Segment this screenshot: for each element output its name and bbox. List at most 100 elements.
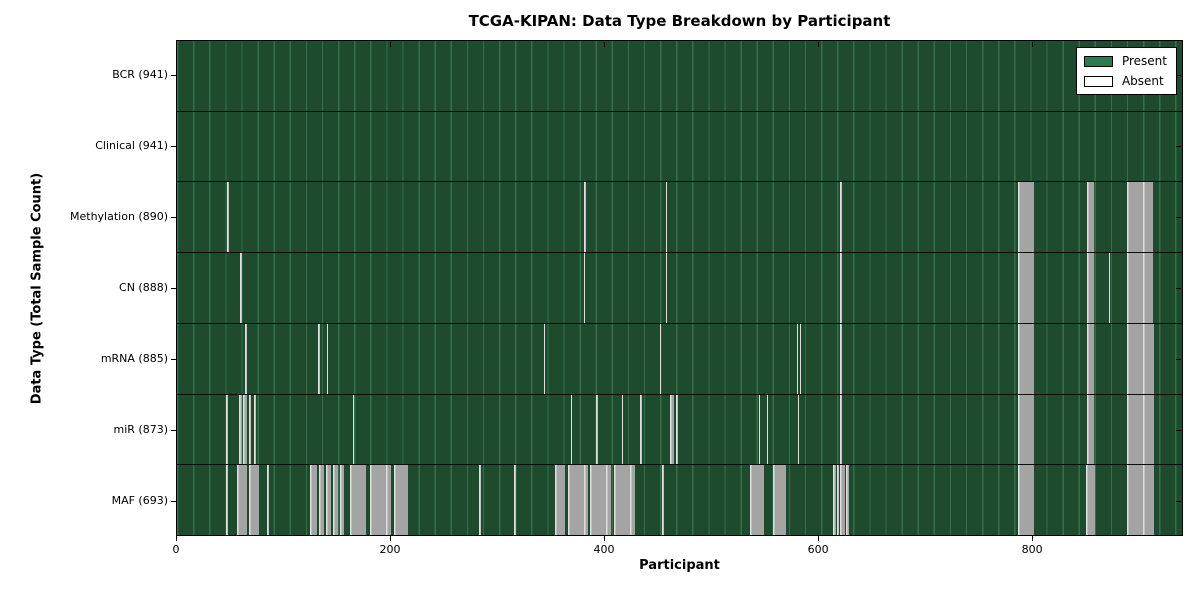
absent-stripe [797, 394, 799, 465]
absent-stripe [319, 465, 324, 536]
ytick-mark [171, 429, 176, 431]
xtick-mark-top [390, 41, 392, 47]
absent-stripe [759, 394, 761, 465]
absent-stripe [1127, 253, 1153, 323]
absent-stripe [659, 323, 661, 394]
absent-stripe [266, 465, 270, 536]
legend-present-label: Present [1121, 54, 1167, 68]
absent-stripe [352, 394, 354, 465]
absent-stripe [1086, 394, 1095, 465]
absent-stripe [796, 323, 798, 394]
absent-stripe [245, 323, 247, 394]
absent-stripe [339, 465, 344, 536]
absent-stripe [326, 323, 329, 394]
ytick-mark-right [1176, 429, 1181, 431]
x-axis-label: Participant [639, 558, 720, 573]
legend-absent-swatch [1083, 75, 1113, 87]
chart-title: TCGA-KIPAN: Data Type Breakdown by Parti… [468, 12, 891, 30]
ytick-mark-right [1176, 146, 1181, 148]
absent-stripe [570, 394, 573, 465]
absent-stripe [554, 465, 566, 536]
legend-item-present: Present [1083, 54, 1167, 68]
xtick-mark [390, 536, 392, 541]
heatmap-row-mrna [177, 323, 1182, 395]
absent-stripe [350, 465, 367, 536]
absent-stripe [1085, 465, 1096, 536]
ytick-mark [171, 217, 176, 219]
legend-present-swatch [1083, 55, 1113, 67]
absent-stripe [226, 394, 228, 465]
legend: Present Absent [1075, 47, 1177, 95]
absent-stripe [799, 323, 802, 394]
heatmap-row-cn [177, 253, 1182, 324]
absent-stripe [248, 465, 260, 536]
absent-stripe [613, 465, 635, 536]
ytick-mark [171, 288, 176, 289]
absent-stripe [567, 465, 588, 536]
absent-stripe [1018, 323, 1035, 394]
ytick-label-maf: MAF (693) [111, 493, 168, 507]
absent-stripe [840, 394, 842, 465]
absent-stripe [333, 465, 338, 536]
ytick-mark [171, 358, 176, 360]
absent-stripe [1127, 394, 1155, 465]
xtick-mark-top [1032, 41, 1034, 47]
heatmap-row-maf [177, 465, 1182, 536]
absent-stripe [1018, 182, 1035, 253]
ytick-mark-right [1176, 358, 1181, 360]
legend-item-absent: Absent [1083, 74, 1167, 88]
ytick-label-cn: CN (888) [119, 281, 168, 294]
absent-stripe [254, 394, 257, 465]
xtick-mark [818, 536, 820, 541]
absent-stripe [840, 253, 842, 323]
heatmap-rows [177, 41, 1182, 536]
absent-stripe [840, 465, 845, 536]
absent-stripe [394, 465, 409, 536]
xtick-mark-top [818, 41, 820, 47]
ytick-mark-right [1176, 288, 1181, 289]
absent-stripe [837, 465, 840, 536]
heatmap-row-methylation [177, 182, 1182, 254]
xtick-mark [604, 536, 606, 541]
ytick-mark [171, 75, 176, 77]
absent-stripe [583, 253, 585, 323]
ytick-mark-right [1176, 217, 1181, 219]
absent-stripe [666, 182, 668, 253]
ytick-label-methylation: Methylation (890) [70, 210, 168, 224]
legend-absent-label: Absent [1121, 74, 1164, 88]
absent-stripe [773, 465, 786, 536]
absent-stripe [675, 394, 678, 465]
ytick-label-mir: miR (873) [113, 422, 169, 436]
absent-stripe [1018, 253, 1035, 323]
absent-stripe [1086, 323, 1095, 394]
absent-stripe [583, 182, 586, 253]
ytick-label-bcr: BCR (941) [112, 68, 168, 82]
absent-stripe [309, 465, 318, 536]
absent-stripe [640, 394, 642, 465]
ytick-label-clinical: Clinical (941) [95, 139, 168, 153]
heatmap-row-clinical [177, 111, 1182, 183]
absent-stripe [1018, 394, 1035, 465]
absent-stripe [239, 394, 243, 465]
xtick-mark [1032, 536, 1034, 541]
absent-stripe [766, 394, 768, 465]
absent-stripe [666, 253, 668, 323]
absent-stripe [596, 394, 598, 465]
xtick-label-200: 200 [379, 543, 401, 556]
absent-stripe [325, 465, 332, 536]
ytick-label-mrna: mRNA (885) [100, 351, 168, 365]
absent-stripe [240, 253, 243, 323]
absent-stripe [478, 465, 481, 536]
absent-stripe [832, 465, 837, 536]
absent-stripe [749, 465, 765, 536]
absent-stripe [845, 465, 850, 536]
absent-stripe [514, 465, 517, 536]
absent-stripe [1086, 253, 1095, 323]
ytick-mark-right [1176, 75, 1181, 77]
absent-stripe [1109, 253, 1111, 323]
plot-area: Present Absent [176, 40, 1183, 536]
absent-stripe [318, 323, 321, 394]
xtick-mark [176, 536, 177, 541]
xtick-label-400: 400 [593, 543, 615, 556]
